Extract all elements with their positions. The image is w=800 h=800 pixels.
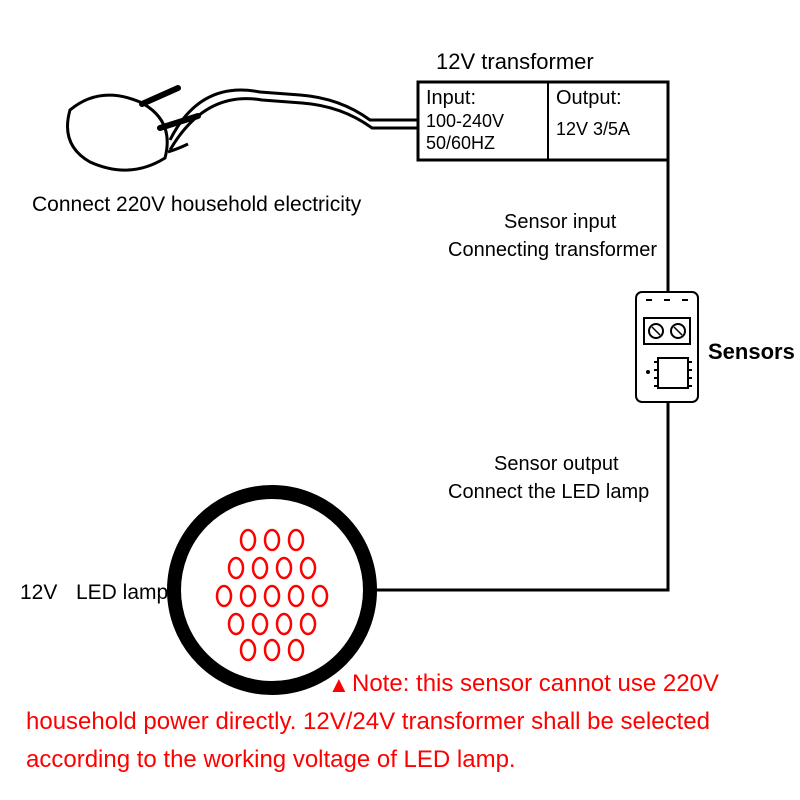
note-triangle-icon: ▲ xyxy=(328,670,350,700)
sensor-module xyxy=(636,292,698,402)
transformer-input-label: Input: xyxy=(426,86,476,111)
transformer-input-voltage: 100-240V xyxy=(426,110,504,133)
sensor-input-line1: Sensor input xyxy=(504,210,616,235)
sensor-label: Sensors xyxy=(708,338,795,366)
note-line2: household power directly. 12V/24V transf… xyxy=(26,706,710,738)
transformer-output-label: Output: xyxy=(556,86,622,111)
transformer-input-freq: 50/60HZ xyxy=(426,132,495,155)
plug-icon xyxy=(68,88,199,170)
transformer-output-spec: 12V 3/5A xyxy=(556,118,630,141)
sensor-input-line2: Connecting transformer xyxy=(448,238,657,263)
plug-caption: Connect 220V household electricity xyxy=(32,192,361,218)
note-line3: according to the working voltage of LED … xyxy=(26,744,516,776)
lamp-caption-prefix: 12V xyxy=(20,580,57,606)
sensor-output-line2: Connect the LED lamp xyxy=(448,480,649,505)
sensor-output-line1: Sensor output xyxy=(494,452,619,477)
wire-plug-to-transformer xyxy=(170,90,418,140)
led-lamp-icon xyxy=(174,492,370,688)
wire-plug-to-transformer-2 xyxy=(170,99,418,150)
note-line1: Note: this sensor cannot use 220V xyxy=(352,668,719,700)
lamp-caption: LED lamp xyxy=(76,580,168,606)
transformer-title: 12V transformer xyxy=(436,48,594,76)
